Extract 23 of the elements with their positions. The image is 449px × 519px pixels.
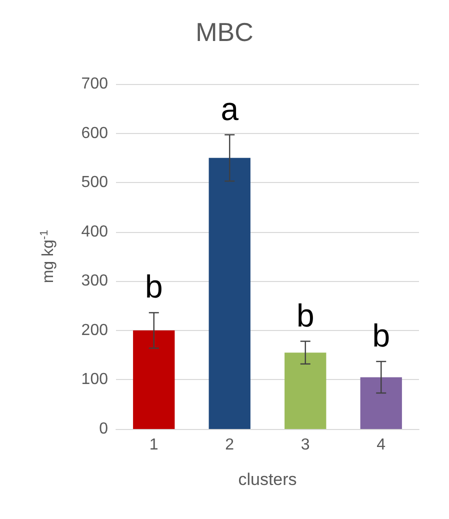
y-tick-label: 200 [81,322,108,339]
x-tick-label: 4 [376,436,386,454]
bar [360,377,402,429]
y-axis-title: mg kg-1 [38,230,57,284]
x-tick-label: 2 [225,436,234,454]
bar [208,158,250,429]
y-tick-label: 500 [81,174,108,192]
bar [133,330,175,429]
annotation: b [296,297,314,334]
y-tick-label: 700 [81,76,108,92]
y-tick-label: 100 [81,371,108,388]
y-tick-label: 400 [81,223,108,240]
annotation: b [372,317,390,354]
annotation: b [144,268,163,305]
y-tick-label: 0 [99,420,108,438]
x-tick-label: 3 [300,436,310,454]
x-axis-title: clusters [238,470,297,489]
annotation: a [220,90,239,127]
x-tick-label: 1 [149,436,158,454]
bar [284,352,326,429]
chart-title: MBC [196,17,254,47]
y-tick-label: 600 [81,124,108,142]
y-tick-label: 300 [81,272,108,290]
